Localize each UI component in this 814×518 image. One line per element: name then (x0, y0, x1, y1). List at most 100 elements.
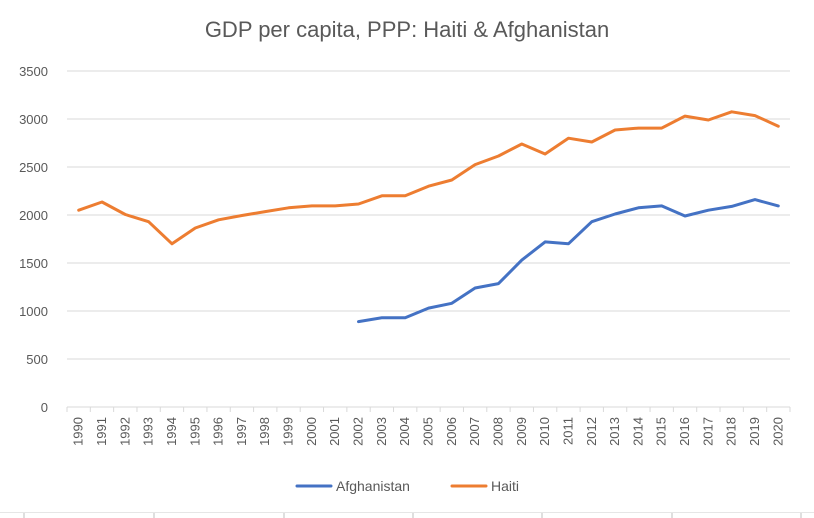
data-point-haiti-1995 (194, 227, 197, 230)
x-tick-label: 2005 (421, 417, 436, 446)
y-axis: 0 500 1000 1500 2000 2500 3000 3500 (19, 64, 48, 415)
x-tick-label: 1996 (211, 417, 226, 446)
data-point-afghanistan-2012 (590, 220, 593, 223)
data-point-haiti-2003 (380, 194, 383, 197)
data-point-afghanistan-2003 (380, 316, 383, 319)
data-point-afghanistan-2010 (544, 240, 547, 243)
data-point-haiti-1994 (171, 242, 174, 245)
x-tick-label: 2014 (630, 417, 645, 446)
data-point-haiti-2001 (334, 204, 337, 207)
data-point-haiti-2018 (730, 110, 733, 113)
data-point-afghanistan-2016 (684, 215, 687, 218)
data-point-haiti-1996 (217, 218, 220, 221)
data-point-afghanistan-2015 (660, 204, 663, 207)
data-point-afghanistan-2011 (567, 242, 570, 245)
data-point-haiti-2004 (404, 194, 407, 197)
data-point-haiti-2014 (637, 127, 640, 130)
data-point-afghanistan-2002 (357, 320, 360, 323)
series-lines (77, 110, 780, 324)
data-point-afghanistan-2019 (754, 198, 757, 201)
x-tick-label: 2000 (304, 417, 319, 446)
x-tick-label: 2007 (467, 417, 482, 446)
data-point-haiti-2002 (357, 203, 360, 206)
legend-label-afghanistan: Afghanistan (336, 478, 410, 494)
data-point-haiti-2015 (660, 127, 663, 130)
x-tick-label: 2019 (747, 417, 762, 446)
y-tick-label: 3000 (19, 112, 48, 127)
y-tick-label: 2500 (19, 160, 48, 175)
data-point-afghanistan-2006 (450, 302, 453, 305)
data-point-haiti-2000 (310, 204, 313, 207)
data-point-haiti-2007 (474, 163, 477, 166)
x-tick-label: 1999 (281, 417, 296, 446)
x-tick-label: 1993 (141, 417, 156, 446)
data-point-haiti-2009 (520, 143, 523, 146)
x-tick-label: 2018 (724, 417, 739, 446)
data-point-haiti-1998 (264, 210, 267, 213)
data-point-haiti-2016 (684, 115, 687, 118)
data-point-haiti-2005 (427, 185, 430, 188)
x-tick-label: 1995 (187, 417, 202, 446)
x-tick-label: 2012 (584, 417, 599, 446)
legend-label-haiti: Haiti (491, 478, 519, 494)
series-line-afghanistan (357, 198, 780, 324)
y-tick-label: 2000 (19, 208, 48, 223)
x-tick-label: 1992 (117, 417, 132, 446)
data-point-haiti-2006 (450, 179, 453, 182)
data-point-haiti-2013 (614, 129, 617, 132)
x-tick-label: 2009 (514, 417, 529, 446)
x-tick-label: 2006 (444, 417, 459, 446)
x-tick-label: 2016 (677, 417, 692, 446)
x-tick-label: 2004 (397, 417, 412, 446)
gridlines (67, 70, 790, 408)
data-point-haiti-1992 (124, 213, 127, 216)
y-tick-label: 1500 (19, 256, 48, 271)
x-tick-label: 2011 (560, 417, 575, 445)
data-point-haiti-1991 (101, 201, 104, 204)
data-point-haiti-1999 (287, 206, 290, 209)
x-tick-label: 1990 (71, 417, 86, 446)
chart-title: GDP per capita, PPP: Haiti & Afghanistan (205, 17, 609, 42)
legend: Afghanistan Haiti (295, 478, 519, 494)
y-tick-label: 0 (41, 400, 48, 415)
x-tick-label: 1994 (164, 417, 179, 446)
data-point-haiti-2008 (497, 155, 500, 158)
x-tick-label: 2001 (327, 417, 342, 446)
data-point-haiti-2011 (567, 137, 570, 140)
x-tick-label: 2020 (770, 417, 785, 446)
data-point-afghanistan-2013 (614, 213, 617, 216)
x-tick-label: 2002 (351, 417, 366, 446)
x-tick-label: 1991 (94, 417, 109, 446)
y-tick-label: 3500 (19, 64, 48, 79)
y-tick-label: 1000 (19, 304, 48, 319)
x-axis: 1990 1991 1992 1993 1994 1995 1996 1997 1998 1999… (66, 407, 791, 446)
x-tick-label: 2017 (700, 417, 715, 446)
data-point-haiti-2012 (590, 141, 593, 144)
data-point-afghanistan-2005 (427, 307, 430, 310)
data-point-haiti-1997 (240, 214, 243, 217)
x-tick-label: 2003 (374, 417, 389, 446)
data-point-afghanistan-2009 (520, 259, 523, 262)
x-tick-label: 1997 (234, 417, 249, 446)
data-point-haiti-2017 (707, 119, 710, 122)
y-tick-label: 500 (26, 352, 48, 367)
data-point-afghanistan-2020 (777, 204, 780, 207)
data-point-afghanistan-2004 (404, 316, 407, 319)
data-point-afghanistan-2007 (474, 287, 477, 290)
data-point-haiti-1990 (77, 209, 80, 212)
x-tick-label: 2010 (537, 417, 552, 446)
series-line-haiti (77, 110, 780, 246)
frame-bottom-ticks (0, 512, 814, 518)
data-point-afghanistan-2018 (730, 205, 733, 208)
data-point-haiti-1993 (147, 220, 150, 223)
x-tick-label: 2015 (654, 417, 669, 446)
x-tick-label: 2013 (607, 417, 622, 446)
data-point-afghanistan-2008 (497, 282, 500, 285)
x-tick-label: 2008 (490, 417, 505, 446)
data-point-haiti-2020 (777, 125, 780, 128)
data-point-afghanistan-2014 (637, 206, 640, 209)
data-point-haiti-2010 (544, 153, 547, 156)
data-point-afghanistan-2017 (707, 209, 710, 212)
